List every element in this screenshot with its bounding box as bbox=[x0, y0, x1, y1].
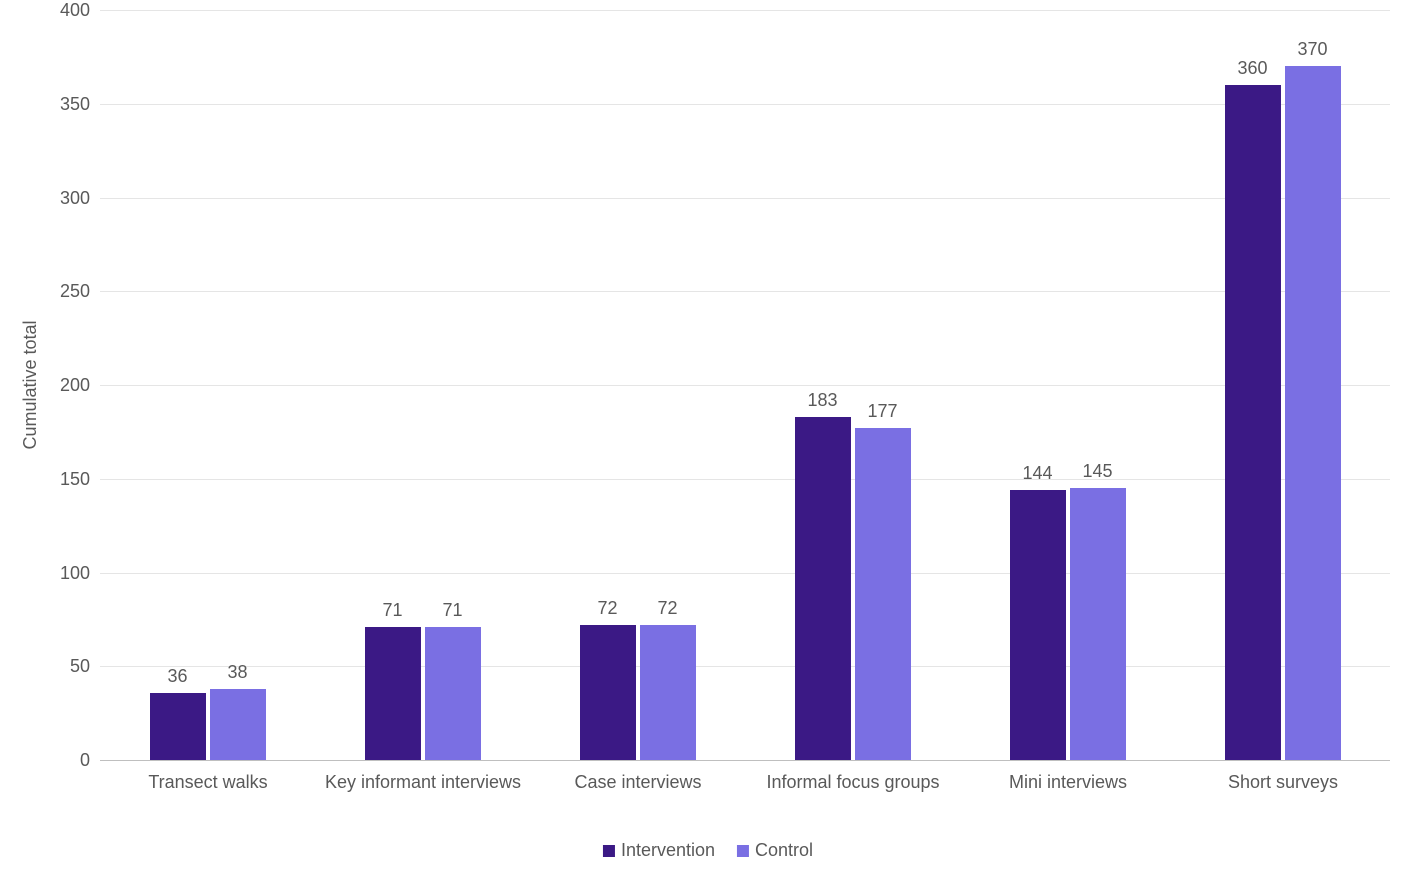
bar: 360 bbox=[1225, 85, 1281, 760]
bar-value-label: 38 bbox=[227, 662, 247, 683]
legend-swatch bbox=[603, 845, 615, 857]
y-tick-label: 150 bbox=[30, 470, 90, 488]
bar: 72 bbox=[580, 625, 636, 760]
y-tick-label: 100 bbox=[30, 564, 90, 582]
legend-swatch bbox=[737, 845, 749, 857]
legend-label: Control bbox=[755, 840, 813, 861]
bar-value-label: 72 bbox=[597, 598, 617, 619]
bar-value-label: 36 bbox=[167, 666, 187, 687]
x-tick-label: Mini interviews bbox=[961, 772, 1176, 794]
bar-group: 3638 bbox=[150, 689, 266, 760]
x-tick-label: Case interviews bbox=[531, 772, 746, 794]
bar-value-label: 71 bbox=[382, 600, 402, 621]
bar-value-label: 145 bbox=[1082, 461, 1112, 482]
plot-area: 363871717272183177144145360370 bbox=[100, 10, 1390, 761]
bar-value-label: 370 bbox=[1297, 39, 1327, 60]
bar-value-label: 71 bbox=[442, 600, 462, 621]
bar: 145 bbox=[1070, 488, 1126, 760]
bar-group: 7171 bbox=[365, 627, 481, 760]
legend-item: Control bbox=[737, 840, 813, 861]
x-tick-label: Key informant interviews bbox=[316, 772, 531, 794]
x-tick-label: Short surveys bbox=[1176, 772, 1391, 794]
bar-group: 7272 bbox=[580, 625, 696, 760]
x-tick-label: Informal focus groups bbox=[746, 772, 961, 794]
y-tick-label: 400 bbox=[30, 1, 90, 19]
chart-container: Cumulative total 36387171727218317714414… bbox=[0, 0, 1416, 874]
bar-value-label: 144 bbox=[1022, 463, 1052, 484]
y-tick-label: 200 bbox=[30, 376, 90, 394]
x-tick-label: Transect walks bbox=[101, 772, 316, 794]
bar: 144 bbox=[1010, 490, 1066, 760]
bar: 183 bbox=[795, 417, 851, 760]
y-tick-label: 250 bbox=[30, 282, 90, 300]
bar: 177 bbox=[855, 428, 911, 760]
y-tick-label: 300 bbox=[30, 189, 90, 207]
bar-value-label: 183 bbox=[807, 390, 837, 411]
bar: 36 bbox=[150, 693, 206, 761]
legend-item: Intervention bbox=[603, 840, 715, 861]
bar: 71 bbox=[425, 627, 481, 760]
bar-group: 183177 bbox=[795, 417, 911, 760]
bar-value-label: 72 bbox=[657, 598, 677, 619]
bar-group: 144145 bbox=[1010, 488, 1126, 760]
bar-value-label: 177 bbox=[867, 401, 897, 422]
bar: 38 bbox=[210, 689, 266, 760]
y-tick-label: 0 bbox=[30, 751, 90, 769]
bar: 72 bbox=[640, 625, 696, 760]
legend: Intervention Control bbox=[603, 840, 813, 861]
y-tick-label: 350 bbox=[30, 95, 90, 113]
bar-group: 360370 bbox=[1225, 66, 1341, 760]
legend-label: Intervention bbox=[621, 840, 715, 861]
bar: 71 bbox=[365, 627, 421, 760]
bar: 370 bbox=[1285, 66, 1341, 760]
bar-value-label: 360 bbox=[1237, 58, 1267, 79]
y-tick-label: 50 bbox=[30, 657, 90, 675]
